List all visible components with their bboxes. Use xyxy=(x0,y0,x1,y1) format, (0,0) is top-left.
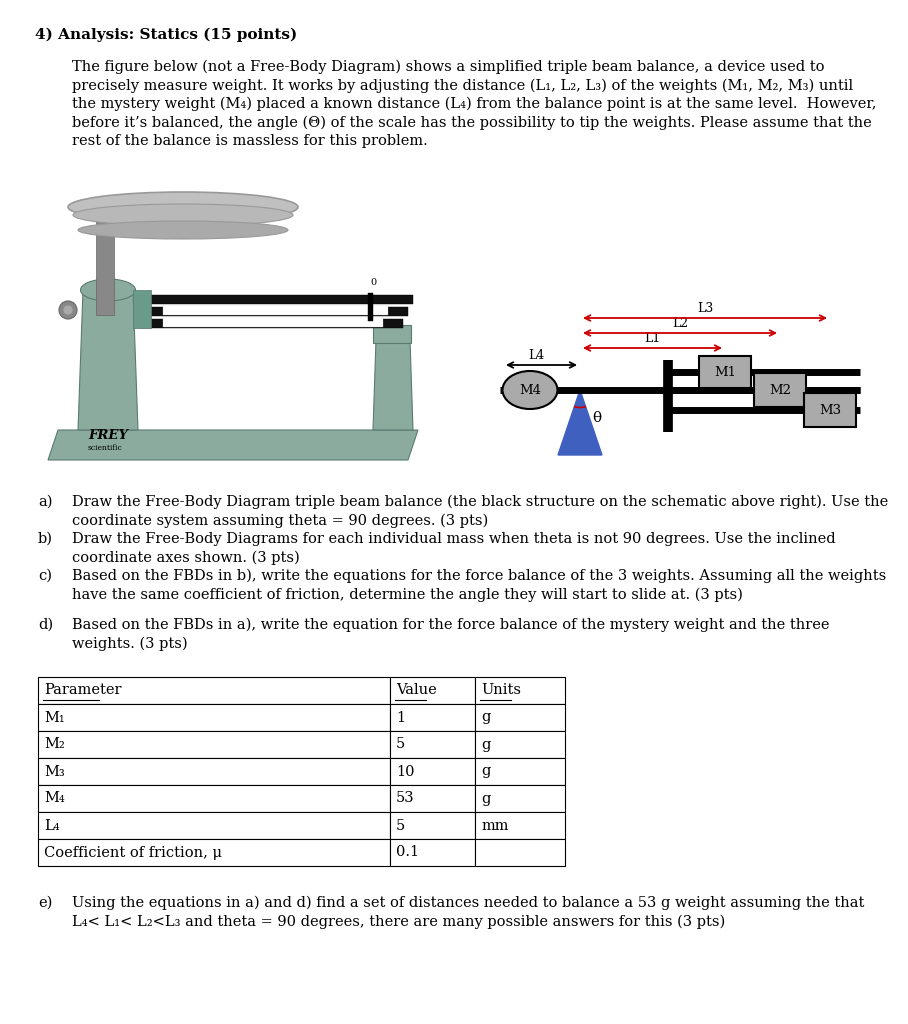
Text: The figure below (not a Free-Body Diagram) shows a simplified triple beam balanc: The figure below (not a Free-Body Diagra… xyxy=(72,60,824,75)
Bar xyxy=(699,356,751,388)
Text: Coefficient of friction, μ: Coefficient of friction, μ xyxy=(44,846,222,859)
Text: L3: L3 xyxy=(696,302,713,315)
Text: M₁: M₁ xyxy=(44,711,64,725)
Text: 5: 5 xyxy=(396,818,405,833)
Bar xyxy=(475,705,565,731)
Text: M4: M4 xyxy=(519,384,541,397)
Text: g: g xyxy=(481,765,490,778)
Text: d): d) xyxy=(38,618,54,632)
Ellipse shape xyxy=(68,193,298,222)
Text: L1: L1 xyxy=(645,332,661,345)
Bar xyxy=(368,293,373,321)
Bar xyxy=(475,731,565,758)
Text: Based on the FBDs in b), write the equations for the force balance of the 3 weig: Based on the FBDs in b), write the equat… xyxy=(72,569,886,584)
Text: 5: 5 xyxy=(396,737,405,752)
Bar xyxy=(475,785,565,812)
Text: Draw the Free-Body Diagram triple beam balance (the black structure on the schem: Draw the Free-Body Diagram triple beam b… xyxy=(72,495,888,509)
Ellipse shape xyxy=(63,305,73,315)
Bar xyxy=(390,731,475,758)
Ellipse shape xyxy=(78,221,288,239)
Bar xyxy=(390,705,475,731)
Bar xyxy=(138,295,413,304)
Text: have the same coefficient of friction, determine the angle they will start to sl: have the same coefficient of friction, d… xyxy=(72,588,743,602)
Bar xyxy=(163,317,383,327)
Text: L4: L4 xyxy=(528,349,545,362)
Text: FREY: FREY xyxy=(88,429,128,442)
Polygon shape xyxy=(373,340,413,430)
Bar xyxy=(475,839,565,866)
Bar xyxy=(390,677,475,705)
Bar xyxy=(38,175,468,470)
Text: precisely measure weight. It works by adjusting the distance (L₁, L₂, L₃) of the: precisely measure weight. It works by ad… xyxy=(72,79,854,93)
Polygon shape xyxy=(78,290,138,430)
Text: Value: Value xyxy=(396,683,437,697)
Bar xyxy=(38,785,390,812)
Bar xyxy=(475,758,565,785)
Bar xyxy=(163,305,388,315)
Bar xyxy=(96,205,114,315)
Text: g: g xyxy=(481,737,490,752)
Text: coordinate axes shown. (3 pts): coordinate axes shown. (3 pts) xyxy=(72,551,300,565)
Text: θ: θ xyxy=(592,411,601,425)
Text: M3: M3 xyxy=(819,404,841,418)
Text: g: g xyxy=(481,792,490,806)
Text: g: g xyxy=(481,711,490,725)
Text: coordinate system assuming theta = 90 degrees. (3 pts): coordinate system assuming theta = 90 de… xyxy=(72,513,489,528)
Text: e): e) xyxy=(38,896,53,910)
Text: L₄< L₁< L₂<L₃ and theta = 90 degrees, there are many possible answers for this (: L₄< L₁< L₂<L₃ and theta = 90 degrees, th… xyxy=(72,914,725,929)
Text: Parameter: Parameter xyxy=(44,683,122,697)
Text: 4) Analysis: Statics (15 points): 4) Analysis: Statics (15 points) xyxy=(35,28,297,42)
Bar xyxy=(38,731,390,758)
Text: Units: Units xyxy=(481,683,521,697)
Text: Draw the Free-Body Diagrams for each individual mass when theta is not 90 degree: Draw the Free-Body Diagrams for each ind… xyxy=(72,532,835,546)
Text: 0: 0 xyxy=(370,278,376,287)
Bar xyxy=(138,319,403,328)
Text: M1: M1 xyxy=(714,367,736,380)
Bar xyxy=(38,812,390,839)
Polygon shape xyxy=(558,390,602,455)
Ellipse shape xyxy=(73,204,293,226)
Text: M₃: M₃ xyxy=(44,765,64,778)
Bar xyxy=(804,393,856,427)
Text: the mystery weight (M₄) placed a known distance (L₄) from the balance point is a: the mystery weight (M₄) placed a known d… xyxy=(72,97,876,112)
Bar xyxy=(38,839,390,866)
Bar xyxy=(38,758,390,785)
Text: mm: mm xyxy=(481,818,508,833)
Text: L2: L2 xyxy=(672,317,688,330)
Bar xyxy=(138,307,408,316)
Text: 10: 10 xyxy=(396,765,414,778)
Text: 1: 1 xyxy=(396,711,405,725)
Bar xyxy=(390,812,475,839)
Text: before it’s balanced, the angle (Θ) of the scale has the possibility to tip the : before it’s balanced, the angle (Θ) of t… xyxy=(72,116,872,130)
Text: a): a) xyxy=(38,495,53,509)
Text: Based on the FBDs in a), write the equation for the force balance of the mystery: Based on the FBDs in a), write the equat… xyxy=(72,618,830,633)
Text: b): b) xyxy=(38,532,53,546)
Text: M2: M2 xyxy=(769,384,791,397)
Text: c): c) xyxy=(38,569,52,583)
Text: M₄: M₄ xyxy=(44,792,64,806)
Text: scientific: scientific xyxy=(88,444,123,452)
Bar xyxy=(38,677,390,705)
Text: 0.1: 0.1 xyxy=(396,846,419,859)
Bar xyxy=(390,785,475,812)
Polygon shape xyxy=(48,430,418,460)
Bar xyxy=(373,325,411,343)
Text: L₄: L₄ xyxy=(44,818,60,833)
Ellipse shape xyxy=(502,371,558,409)
Bar xyxy=(475,677,565,705)
Text: Using the equations in a) and d) find a set of distances needed to balance a 53 : Using the equations in a) and d) find a … xyxy=(72,896,864,910)
Bar xyxy=(133,290,151,328)
Text: weights. (3 pts): weights. (3 pts) xyxy=(72,637,188,651)
Text: rest of the balance is massless for this problem.: rest of the balance is massless for this… xyxy=(72,134,428,148)
Text: M₂: M₂ xyxy=(44,737,64,752)
Bar xyxy=(754,373,806,407)
Ellipse shape xyxy=(59,301,77,319)
Text: 53: 53 xyxy=(396,792,415,806)
Ellipse shape xyxy=(81,279,135,301)
Bar xyxy=(475,812,565,839)
Bar xyxy=(390,839,475,866)
Bar xyxy=(38,705,390,731)
Bar xyxy=(390,758,475,785)
